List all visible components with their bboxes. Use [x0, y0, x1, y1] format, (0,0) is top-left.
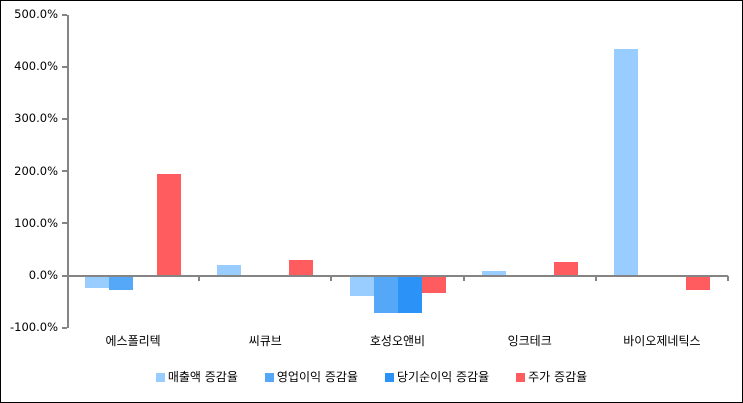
y-axis-tick	[62, 222, 67, 225]
y-axis-tick-label: -100.0%	[10, 320, 58, 335]
legend-label: 매출액 증감율	[167, 370, 238, 384]
bar-1-series-4	[157, 173, 182, 276]
bar-3-series-1	[349, 275, 374, 297]
bar-1-series-1	[85, 275, 110, 288]
bar-3-series-2	[373, 275, 398, 314]
y-axis-tick	[62, 65, 67, 68]
legend-label: 주가 증감율	[528, 370, 588, 384]
x-axis-tick	[330, 275, 333, 281]
chart-legend: 매출액 증감율 영업이익 증감율 당기순이익 증감율 주가 증감율	[1, 368, 742, 386]
legend-item: 매출액 증감율	[155, 370, 238, 384]
category-label: 잉크테크	[507, 334, 552, 348]
bar-3-series-4	[421, 275, 446, 293]
x-axis-line	[67, 274, 728, 277]
y-axis-tick	[62, 13, 67, 16]
legend-item: 당기순이익 증감율	[385, 370, 489, 384]
legend-item: 주가 증감율	[516, 370, 587, 384]
category-label: 에스폴리텍	[105, 334, 161, 348]
bar-4-series-4	[553, 261, 578, 276]
bar-5-series-1	[613, 49, 638, 276]
y-axis-tick-label: 400.0%	[14, 59, 58, 74]
x-axis-tick	[594, 275, 597, 281]
bar-2-series-4	[289, 259, 314, 276]
y-axis-tick	[62, 170, 67, 173]
y-axis-tick	[62, 326, 67, 329]
legend-swatch-icon	[516, 372, 526, 382]
x-axis-tick	[727, 275, 729, 281]
category-label: 호성오앤비	[369, 334, 426, 348]
category-label: 씨큐브	[248, 334, 282, 348]
x-axis-tick	[462, 275, 465, 281]
y-axis-tick	[62, 117, 67, 120]
y-axis-tick-label: 300.0%	[14, 111, 58, 126]
legend-label: 당기순이익 증감율	[397, 370, 490, 384]
y-axis-tick	[62, 274, 67, 277]
legend-swatch-icon	[264, 372, 274, 382]
bar-5-series-4	[685, 275, 710, 290]
bar-4-series-1	[481, 270, 506, 276]
legend-item: 영업이익 증감율	[264, 370, 358, 384]
category-label: 바이오제네틱스	[623, 334, 701, 348]
y-axis-tick-label: 100.0%	[14, 215, 58, 230]
legend-swatch-icon	[155, 372, 165, 382]
y-axis-tick-label: 200.0%	[14, 163, 58, 178]
x-axis-tick	[198, 275, 201, 281]
y-axis-tick-label: 500.0%	[14, 7, 58, 21]
legend-swatch-icon	[385, 372, 394, 382]
bar-2-series-1	[217, 265, 242, 276]
legend-label: 영업이익 증감율	[276, 370, 358, 384]
bar-3-series-3	[397, 275, 422, 314]
bar-1-series-2	[109, 275, 134, 291]
y-axis-line	[67, 14, 69, 328]
y-axis-tick-label: 0.0%	[28, 268, 58, 282]
